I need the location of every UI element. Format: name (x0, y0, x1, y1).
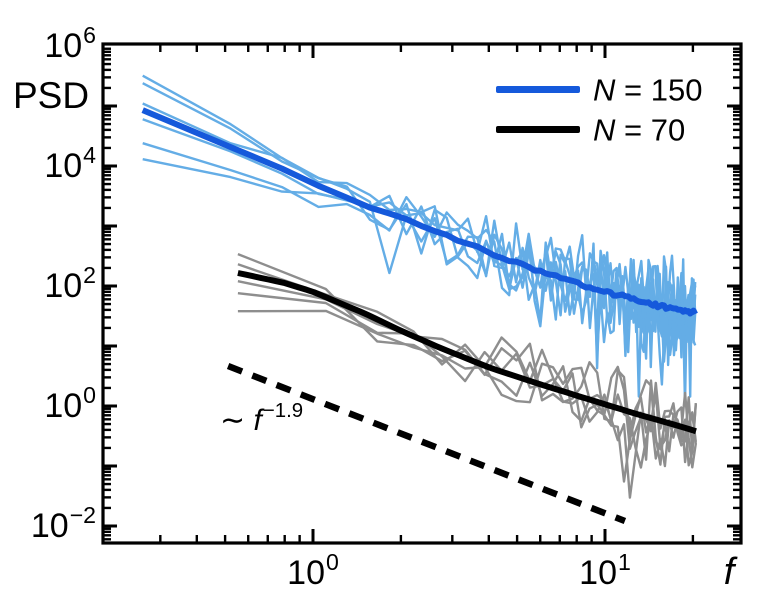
x-tick-label-1e1: 101 (579, 548, 631, 592)
plot-frame (101, 42, 743, 545)
legend-label-n70: N = 70 (593, 112, 686, 148)
legend-line-n70 (496, 126, 580, 133)
ensemble-line-n150_runs (142, 118, 697, 398)
y-tick-label-1e0: 100 (44, 381, 96, 425)
y-axis-label: PSD (13, 75, 90, 116)
y-tick-label-1e2: 102 (44, 261, 96, 305)
slope-annotation: ∼ f−1.9 (220, 400, 304, 437)
mean-line-n150 (141, 107, 698, 317)
legend-label-n150: N = 150 (593, 72, 703, 108)
ensemble-line-n70_runs (237, 292, 697, 467)
x-axis-label: f (723, 551, 735, 593)
x-tick-label-1e0: 100 (287, 548, 339, 592)
mean-line-n70 (237, 270, 697, 435)
guide-dashed-line (226, 362, 627, 525)
y-tick-label-1e6: 106 (44, 21, 96, 65)
legend-line-n150 (496, 86, 580, 93)
y-tick-label-1e4: 104 (44, 141, 96, 185)
y-tick-label-1e-2: 10−2 (30, 501, 96, 545)
ensemble-line-n150_runs (142, 158, 697, 406)
